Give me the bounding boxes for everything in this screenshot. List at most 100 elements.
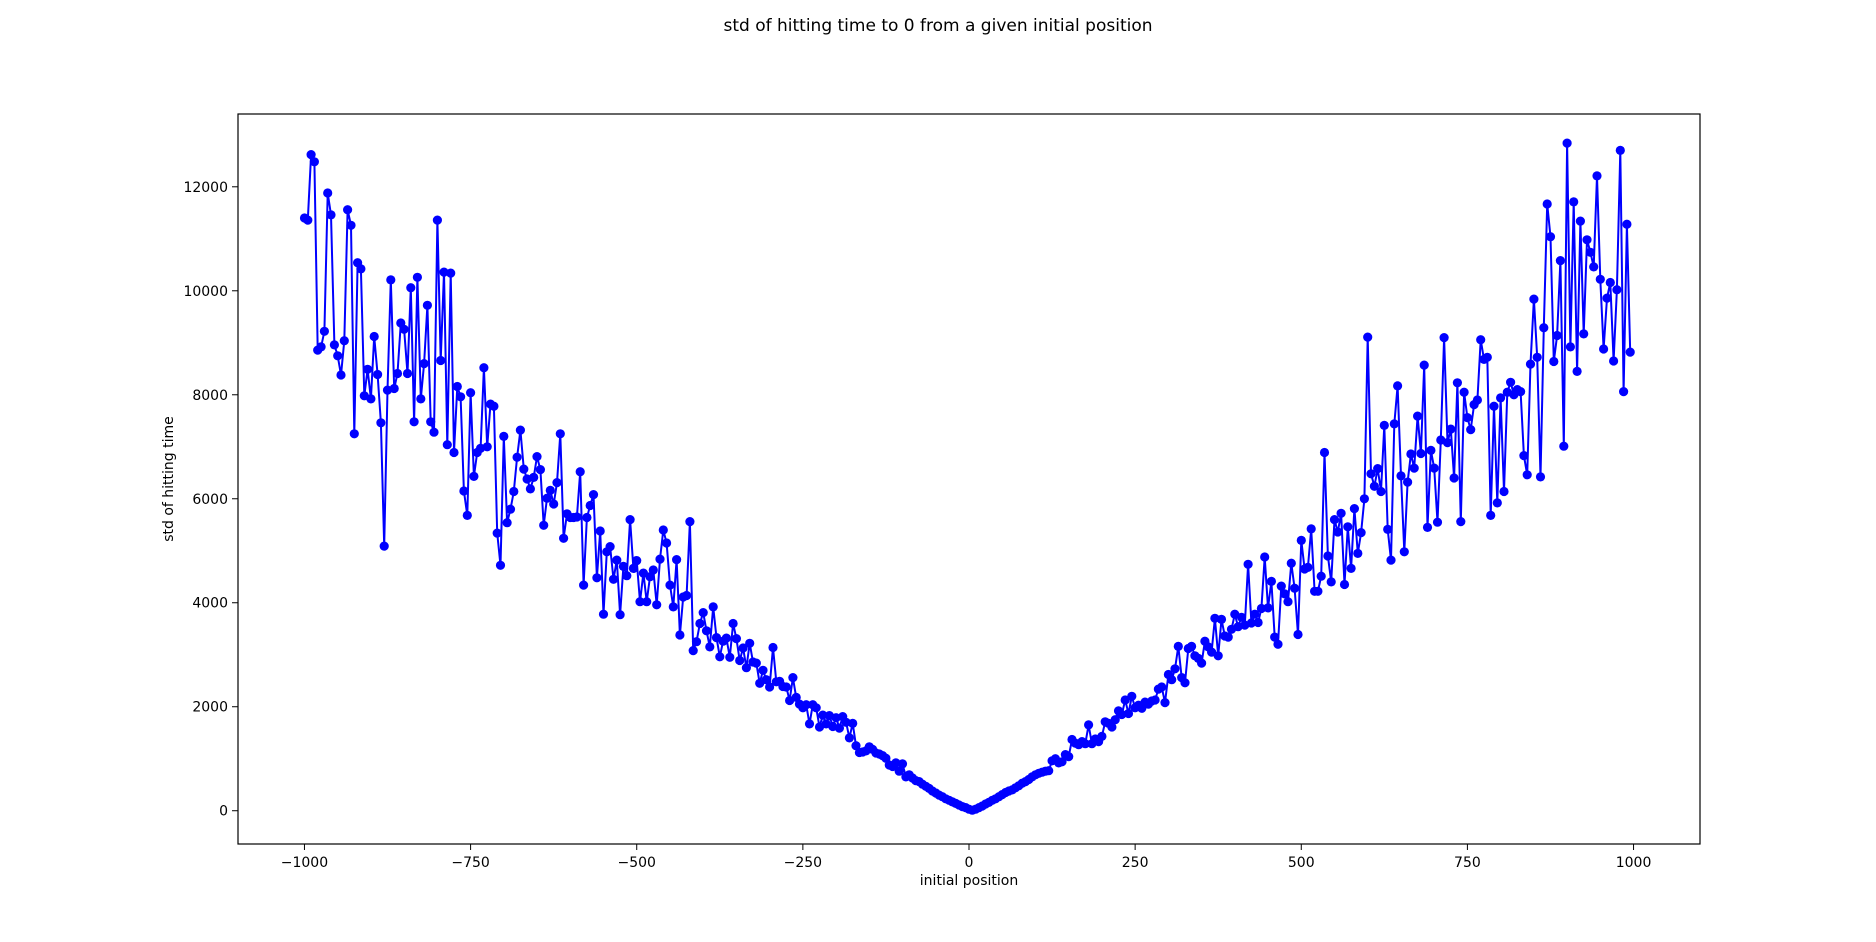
data-point: [1127, 691, 1137, 701]
data-point: [648, 565, 658, 575]
data-point: [446, 268, 456, 278]
data-point: [552, 478, 562, 488]
data-point: [515, 425, 526, 435]
data-point: [436, 355, 446, 366]
data-point: [1522, 470, 1532, 480]
data-point: [658, 525, 668, 535]
data-point: [429, 427, 439, 437]
data-point: [741, 663, 752, 673]
data-point: [1452, 378, 1462, 388]
data-point: [588, 490, 599, 500]
data-point: [1459, 387, 1469, 397]
data-point: [728, 618, 738, 629]
series-markers: [299, 138, 1635, 815]
data-point: [701, 626, 712, 636]
data-point: [1293, 629, 1303, 640]
data-point: [505, 504, 516, 514]
data-point: [894, 766, 904, 776]
data-point: [1273, 639, 1283, 649]
data-point: [545, 485, 555, 495]
data-point: [735, 655, 745, 666]
data-point: [625, 515, 635, 525]
data-point: [745, 638, 755, 648]
data-point: [1442, 438, 1453, 448]
data-point: [1602, 293, 1612, 303]
data-point: [419, 359, 429, 369]
data-point: [1243, 559, 1253, 569]
data-point: [409, 417, 419, 427]
data-point: [1565, 342, 1575, 352]
data-point: [758, 665, 768, 675]
data-point: [1595, 274, 1605, 284]
data-point: [512, 452, 522, 462]
data-point: [1276, 581, 1286, 591]
data-point: [532, 452, 542, 462]
data-point: [482, 442, 492, 452]
data-point: [346, 220, 356, 230]
data-point: [326, 210, 336, 220]
data-point: [818, 710, 828, 720]
data-point: [319, 326, 329, 336]
x-tick-label: 0: [965, 855, 974, 871]
data-point: [1160, 698, 1170, 708]
data-point: [1579, 329, 1589, 339]
data-point: [1187, 641, 1197, 652]
data-point: [579, 580, 589, 590]
data-point: [519, 464, 529, 474]
data-point: [1552, 330, 1562, 341]
data-point: [1246, 618, 1256, 628]
data-point: [469, 471, 479, 481]
data-point: [1333, 527, 1343, 537]
data-point: [751, 658, 761, 668]
data-point: [1353, 548, 1363, 559]
data-point: [459, 486, 469, 496]
data-point: [608, 574, 619, 584]
x-tick-label: 1000: [1616, 855, 1652, 871]
chart-title: std of hitting time to 0 from a given in…: [723, 16, 1152, 36]
data-point: [1532, 352, 1542, 362]
data-point: [811, 703, 821, 713]
data-point: [1319, 447, 1330, 458]
data-point: [1150, 695, 1160, 705]
data-point: [801, 700, 811, 710]
data-point: [1223, 632, 1233, 642]
data-point: [1432, 517, 1443, 527]
data-point: [1429, 463, 1439, 473]
y-tick-label: 0: [219, 804, 228, 820]
data-point: [1466, 425, 1476, 435]
data-point: [1339, 579, 1350, 590]
data-point: [691, 637, 702, 647]
data-point: [1373, 464, 1383, 474]
data-point: [731, 634, 742, 644]
data-point: [685, 517, 695, 527]
data-point: [1250, 609, 1260, 619]
data-point: [1057, 757, 1067, 767]
x-tick-label: −750: [451, 855, 489, 871]
x-tick-label: −250: [784, 855, 822, 871]
data-point: [618, 561, 629, 572]
data-point: [303, 215, 313, 225]
data-point: [363, 364, 373, 374]
data-point: [495, 560, 506, 570]
data-point: [1326, 577, 1336, 587]
x-tick-label: −500: [618, 855, 656, 871]
data-point: [1489, 401, 1499, 411]
data-point: [642, 597, 652, 607]
data-point: [412, 272, 422, 282]
data-point: [1296, 535, 1306, 546]
y-tick-label: 6000: [192, 492, 228, 508]
x-axis-label: initial position: [920, 873, 1018, 889]
data-point: [1323, 551, 1333, 561]
y-tick-label: 12000: [183, 180, 228, 196]
data-point: [333, 351, 343, 361]
data-point: [426, 417, 436, 427]
data-point: [1529, 294, 1539, 304]
x-axis: −1000 −750 −500 −250 0 250 500 750 1000: [281, 844, 1652, 871]
y-tick-label: 2000: [192, 700, 228, 716]
data-point: [622, 571, 632, 581]
data-point: [1329, 515, 1340, 525]
data-point: [682, 590, 692, 601]
data-point: [738, 643, 748, 653]
